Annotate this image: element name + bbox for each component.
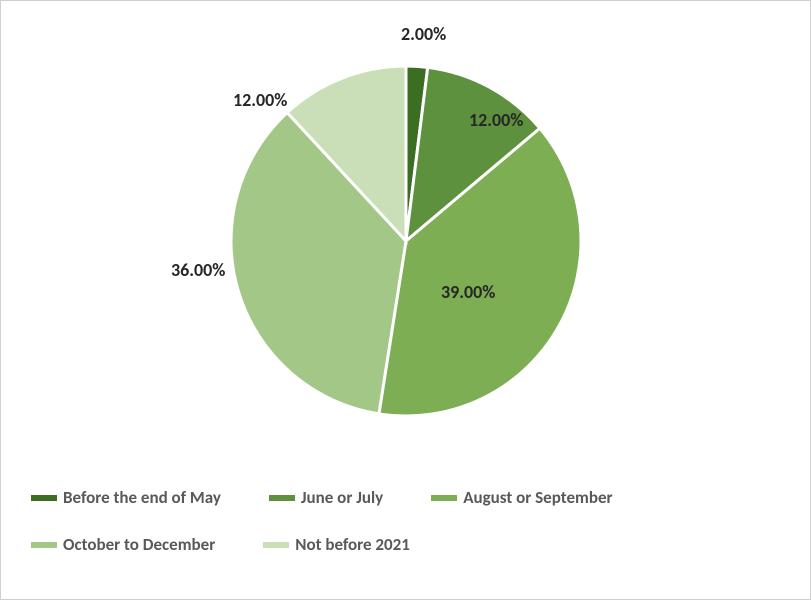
legend-label-1: June or July xyxy=(301,487,383,508)
legend-marker-4 xyxy=(263,542,289,548)
legend-marker-3 xyxy=(31,542,57,548)
legend-label-3: October to December xyxy=(63,534,215,555)
legend: Before the end of May June or July Augus… xyxy=(31,487,780,581)
legend-label-4: Not before 2021 xyxy=(295,534,410,555)
legend-item-1: June or July xyxy=(269,487,383,508)
slice-label-1: 12.00% xyxy=(469,109,523,131)
legend-marker-0 xyxy=(31,495,57,501)
legend-row-2: October to December Not before 2021 xyxy=(31,534,780,563)
legend-marker-1 xyxy=(269,495,295,501)
slice-label-3: 36.00% xyxy=(171,259,225,281)
legend-label-0: Before the end of May xyxy=(63,487,221,508)
legend-row-1: Before the end of May June or July Augus… xyxy=(31,487,780,516)
slice-label-0: 2.00% xyxy=(401,23,446,45)
legend-item-2: August or September xyxy=(431,487,612,508)
pie-area: 2.00% 12.00% 39.00% 36.00% 12.00% xyxy=(1,21,810,461)
legend-item-4: Not before 2021 xyxy=(263,534,410,555)
slice-label-2: 39.00% xyxy=(441,281,495,303)
slice-label-4: 12.00% xyxy=(233,89,287,111)
legend-item-0: Before the end of May xyxy=(31,487,221,508)
chart-container: 2.00% 12.00% 39.00% 36.00% 12.00% Before… xyxy=(0,0,811,600)
legend-item-3: October to December xyxy=(31,534,215,555)
legend-marker-2 xyxy=(431,495,457,501)
legend-label-2: August or September xyxy=(463,487,612,508)
